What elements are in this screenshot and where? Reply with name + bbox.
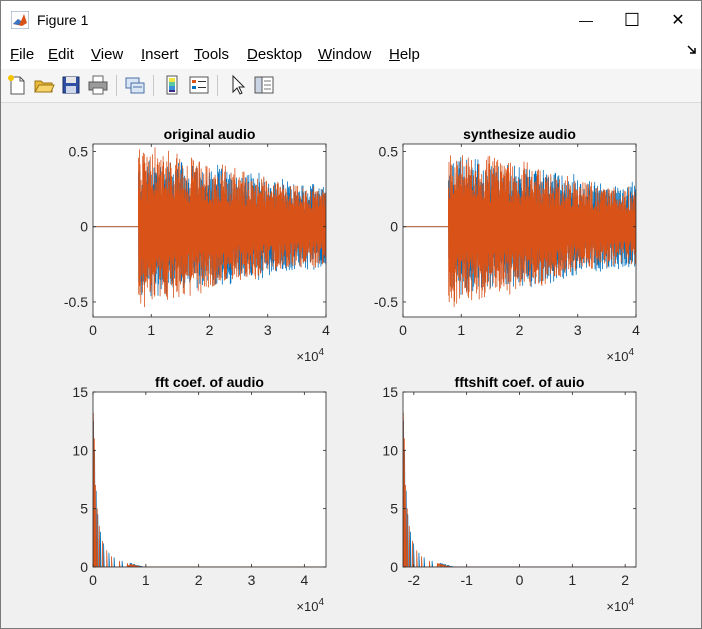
x-exponent-label: ×104 <box>606 597 634 614</box>
series-1-line <box>93 160 326 297</box>
menu-desktop[interactable]: Desktop <box>247 46 303 63</box>
axes-4[interactable]: -2 -1 0 1 2 0 5 10 15 fftshift coef. of auio ×104 <box>382 374 637 614</box>
axes-title: fft coef. of audio <box>155 374 264 390</box>
toolbar-separator <box>217 75 218 96</box>
title-bar[interactable]: Figure 1 — ☐ ✕ <box>1 1 701 39</box>
menu-edit[interactable]: Edit <box>48 46 74 63</box>
x-tick-label: 0 <box>399 322 407 338</box>
print-icon[interactable] <box>86 73 110 97</box>
matlab-logo-icon <box>11 11 29 29</box>
minimize-icon: — <box>579 12 593 28</box>
menu-tools[interactable]: Tools <box>194 46 230 63</box>
x-tick-label: -2 <box>408 572 421 588</box>
x-tick-label: 3 <box>248 572 256 588</box>
link-plot-icon[interactable] <box>123 73 147 97</box>
x-tick-label: 0 <box>89 322 97 338</box>
property-editor-icon[interactable] <box>252 73 276 97</box>
x-tick-label: 4 <box>632 322 640 338</box>
open-file-icon[interactable] <box>32 73 56 97</box>
window-title: Figure 1 <box>37 12 89 28</box>
axes-title: original audio <box>164 126 256 142</box>
y-tick-label: -0.5 <box>374 294 398 310</box>
menu-bar: File Edit View Insert Tools Desktop Wind… <box>1 39 701 69</box>
x-tick-label: 4 <box>300 572 308 588</box>
x-tick-label: 0 <box>516 572 524 588</box>
menu-view[interactable]: View <box>91 46 124 63</box>
series-2-line <box>93 412 326 567</box>
y-tick-label: 15 <box>382 384 398 400</box>
y-tick-label: 5 <box>80 501 88 517</box>
save-icon[interactable] <box>59 73 83 97</box>
y-tick-label: 0 <box>80 219 88 235</box>
new-figure-icon[interactable] <box>5 73 29 97</box>
x-exponent-label: ×104 <box>606 347 634 364</box>
x-tick-label: 2 <box>206 322 214 338</box>
colorbar-icon[interactable] <box>160 73 184 97</box>
x-tick-label: 1 <box>568 572 576 588</box>
series-2-line <box>93 147 326 308</box>
x-exponent-label: ×104 <box>296 347 324 364</box>
series-2-line <box>403 412 636 567</box>
close-button[interactable]: ✕ <box>655 1 701 39</box>
axes-title: fftshift coef. of auio <box>455 374 585 390</box>
x-tick-label: 4 <box>322 322 330 338</box>
x-tick-label: 3 <box>574 322 582 338</box>
y-tick-label: 0.5 <box>69 144 89 160</box>
menu-help[interactable]: Help <box>389 46 420 63</box>
toolbar <box>1 69 701 103</box>
y-tick-label: 0 <box>390 559 398 575</box>
plot-area <box>93 392 326 567</box>
x-exponent-label: ×104 <box>296 597 324 614</box>
x-tick-label: 0 <box>89 572 97 588</box>
x-tick-label: 1 <box>457 322 465 338</box>
axes-box <box>92 391 327 568</box>
x-tick-label: 3 <box>264 322 272 338</box>
toolbar-separator <box>153 75 154 96</box>
x-tick-label: 2 <box>195 572 203 588</box>
toolbar-separator <box>116 75 117 96</box>
axes-3[interactable]: 0 1 2 3 4 0 5 10 15 fft coef. of audio ×104 <box>72 374 327 614</box>
axes-title: synthesize audio <box>463 126 576 142</box>
y-tick-label: 10 <box>382 442 398 458</box>
maximize-icon: ☐ <box>623 9 641 30</box>
x-tick-label: 2 <box>516 322 524 338</box>
close-icon: ✕ <box>671 12 685 29</box>
x-tick-label: -1 <box>460 572 473 588</box>
x-tick-label: 1 <box>142 572 150 588</box>
y-tick-label: 15 <box>72 384 88 400</box>
maximize-button[interactable]: ☐ <box>609 1 655 39</box>
menu-insert[interactable]: Insert <box>141 46 179 63</box>
minimize-button[interactable]: — <box>563 1 609 39</box>
x-tick-label: 1 <box>147 322 155 338</box>
plot-area <box>403 392 636 567</box>
y-tick-label: -0.5 <box>64 294 88 310</box>
menu-file[interactable]: File <box>10 46 35 63</box>
series-2-line <box>403 155 636 308</box>
dock-arrow-icon[interactable] <box>687 45 697 55</box>
menu-window[interactable]: Window <box>318 46 372 63</box>
y-tick-label: 10 <box>72 442 88 458</box>
y-tick-label: 5 <box>390 501 398 517</box>
y-tick-label: 0.5 <box>379 144 399 160</box>
x-tick-label: 2 <box>621 572 629 588</box>
y-tick-label: 0 <box>80 559 88 575</box>
pointer-icon[interactable] <box>225 73 249 97</box>
legend-icon[interactable] <box>187 73 211 97</box>
y-tick-label: 0 <box>390 219 398 235</box>
